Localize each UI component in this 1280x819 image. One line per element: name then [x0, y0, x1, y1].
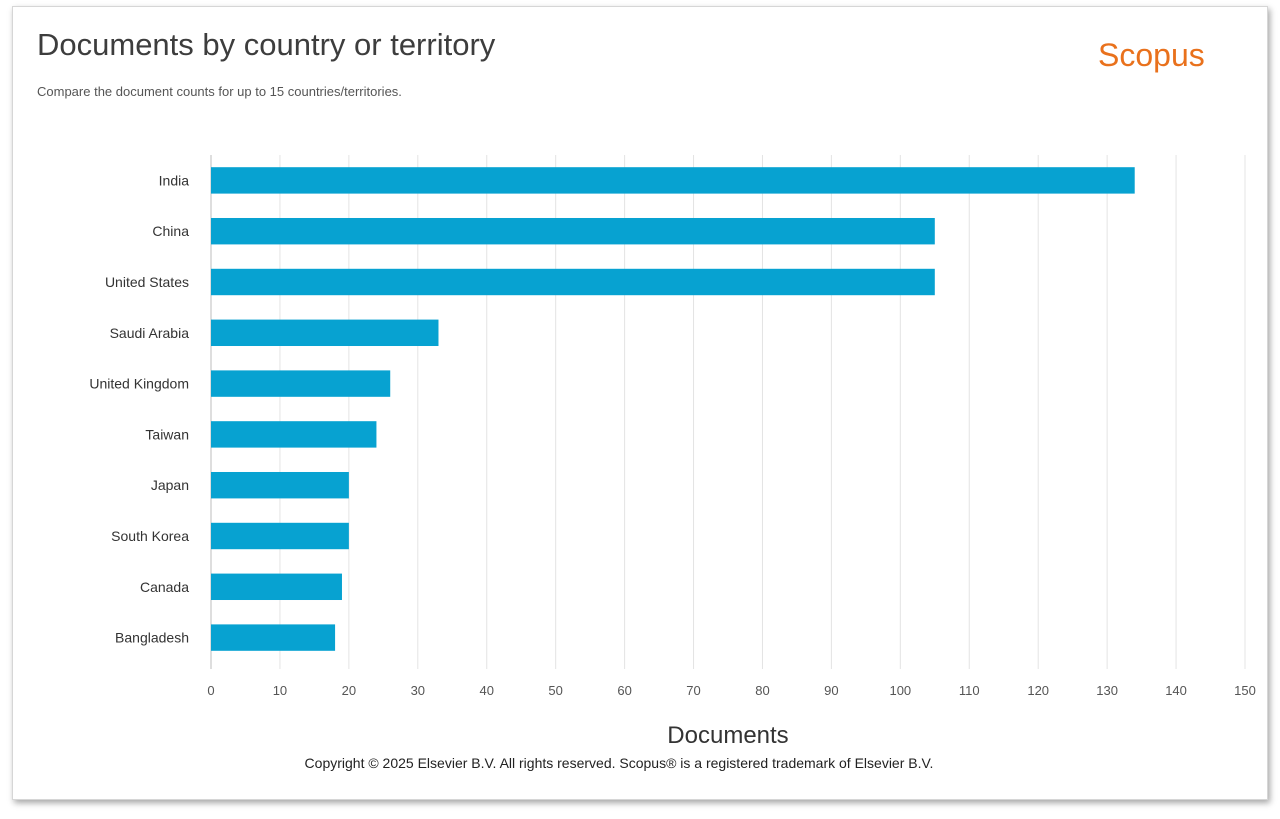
chart-card: Documents by country or territory Compar…	[12, 6, 1268, 800]
x-tick-label: 30	[411, 683, 425, 698]
bar-taiwan[interactable]	[211, 421, 377, 448]
x-tick-label: 120	[1027, 683, 1049, 698]
bar-south-korea[interactable]	[211, 522, 349, 550]
chart-title: Documents by country or territory	[37, 27, 496, 62]
bar-canada[interactable]	[211, 573, 342, 601]
category-label: Taiwan	[145, 426, 189, 442]
bar-japan[interactable]	[211, 471, 349, 499]
x-tick-label: 100	[889, 683, 911, 698]
x-tick-label: 80	[755, 683, 769, 698]
category-label: United States	[105, 274, 189, 290]
category-label: United Kingdom	[89, 376, 189, 392]
x-tick-label: 10	[273, 683, 287, 698]
x-tick-label: 60	[617, 683, 631, 698]
x-tick-label: 40	[479, 683, 493, 698]
x-tick-label: 150	[1234, 683, 1256, 698]
x-tick-label: 0	[207, 683, 214, 698]
category-label: Canada	[140, 579, 189, 595]
x-tick-label: 140	[1165, 683, 1187, 698]
category-label: Japan	[151, 477, 189, 493]
copyright-notice: Copyright © 2025 Elsevier B.V. All right…	[304, 755, 934, 771]
bar-india[interactable]	[211, 167, 1135, 194]
x-axis-title: Documents	[667, 722, 788, 749]
x-tick-label: 90	[824, 683, 838, 698]
bar-united-kingdom[interactable]	[211, 370, 391, 397]
category-labels: India China United States Saudi Arabia Unite…	[89, 172, 189, 645]
category-label: South Korea	[111, 528, 189, 544]
x-tick-labels: 0 10 20 30 40 50 60 70 80 90 100 110 120 130 140 150	[207, 683, 1255, 698]
category-label: China	[152, 223, 189, 239]
bar-saudi-arabia[interactable]	[211, 319, 439, 347]
bar-china[interactable]	[211, 217, 935, 245]
category-label: India	[159, 172, 190, 188]
x-tick-label: 20	[342, 683, 356, 698]
bar-bangladesh[interactable]	[211, 624, 336, 651]
x-tick-label: 110	[959, 683, 980, 698]
bar-united-states[interactable]	[211, 268, 935, 296]
bar-chart: India China United States Saudi Arabia Unite…	[89, 155, 1256, 749]
category-label: Saudi Arabia	[110, 325, 190, 341]
chart-subtitle: Compare the document counts for up to 15…	[37, 84, 402, 99]
bars	[211, 167, 1135, 651]
scopus-logo[interactable]: Scopus	[1098, 37, 1205, 73]
x-tick-label: 70	[686, 683, 700, 698]
category-label: Bangladesh	[115, 630, 189, 646]
x-tick-label: 50	[548, 683, 562, 698]
x-tick-label: 130	[1096, 683, 1118, 698]
